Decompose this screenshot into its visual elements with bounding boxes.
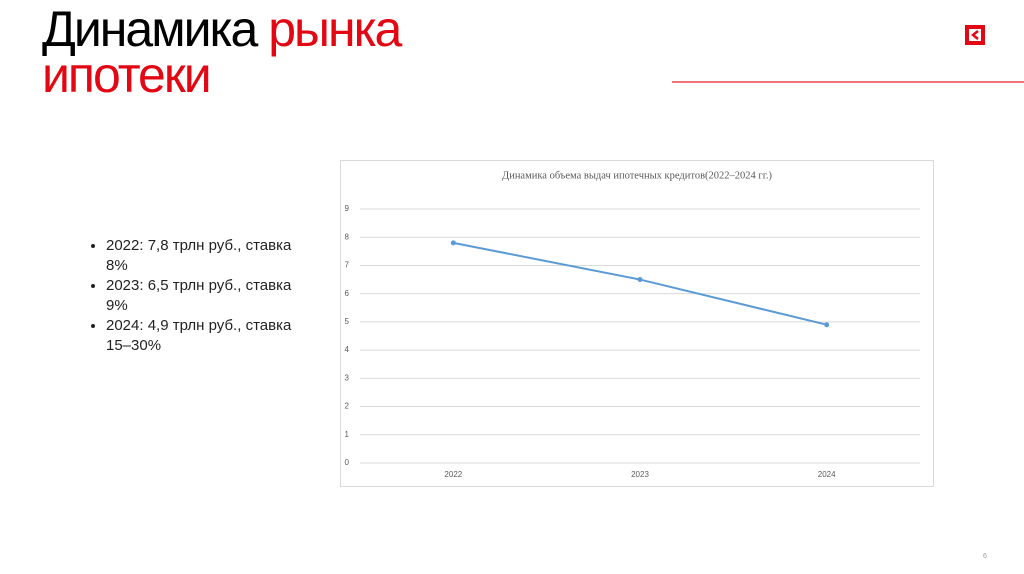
y-tick-label: 3: [345, 373, 350, 382]
y-tick-label: 8: [345, 232, 350, 241]
data-point: [637, 277, 643, 283]
bullet: 2022: 7,8 трлн руб., ставка 8%: [106, 236, 306, 276]
chart-title: Динамика объема выдач ипотечных кредитов…: [502, 170, 772, 181]
title-black: Динамика: [42, 1, 258, 57]
y-tick-label: 1: [345, 430, 350, 439]
y-tick-label: 4: [345, 345, 350, 354]
slide-title: Динамика рынка ипотеки: [42, 4, 402, 100]
chart-frame: [340, 160, 934, 487]
y-tick-label: 9: [345, 204, 350, 213]
x-tick-label: 2023: [631, 470, 649, 479]
x-tick-label: 2022: [444, 470, 462, 479]
x-tick-label: 2024: [818, 470, 836, 479]
y-tick-label: 7: [345, 261, 350, 270]
y-tick-label: 2: [345, 402, 350, 411]
page-number: 6: [983, 553, 987, 560]
y-tick-label: 5: [345, 317, 350, 326]
bullet: 2023: 6,5 трлн руб., ставка 9%: [106, 276, 306, 316]
data-point: [824, 322, 830, 328]
bullet: 2024: 4,9 трлн руб., ставка 15–30%: [106, 316, 306, 356]
y-tick-label: 6: [345, 289, 350, 298]
title-red: рынка: [268, 1, 402, 57]
y-tick-label: 0: [345, 458, 350, 467]
bullet-list: 2022: 7,8 трлн руб., ставка 8% 2023: 6,5…: [84, 236, 306, 356]
title-line2: ипотеки: [42, 47, 212, 103]
logo: [965, 25, 985, 45]
data-point: [450, 240, 456, 246]
